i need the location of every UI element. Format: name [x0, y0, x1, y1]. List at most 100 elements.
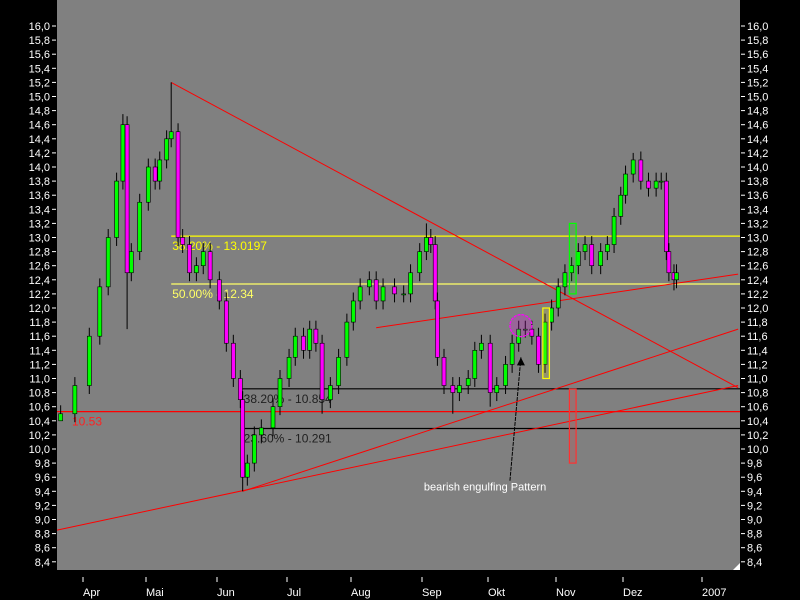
y-tick-label-right: 13,8: [747, 176, 768, 188]
candle-body: [638, 159, 644, 182]
resize-grip-icon[interactable]: [733, 563, 740, 570]
highlight-box: [568, 388, 577, 464]
candle-body: [357, 286, 363, 302]
y-tick-label-left: 10,0: [29, 444, 50, 456]
x-tick-label: Okt: [488, 587, 505, 599]
candle-body: [465, 378, 471, 386]
y-tick-label-left: 15,6: [29, 49, 50, 61]
candle-body: [549, 307, 554, 323]
trendline: [170, 81, 739, 389]
fib-line-label: 10.53: [72, 415, 102, 429]
y-tick-label-right: 11,2: [747, 359, 768, 371]
y-tick-label-left: 12,2: [29, 289, 50, 301]
x-tick-label: Mai: [146, 587, 164, 599]
candle-body: [664, 180, 669, 252]
candle-body: [180, 237, 185, 245]
candle-body: [124, 124, 130, 274]
y-tick-label-right: 9,2: [747, 500, 762, 512]
y-tick-label-right: 9,8: [747, 458, 762, 470]
y-tick-label-right: 15,4: [747, 63, 768, 75]
y-tick-label-left: 13,8: [29, 176, 50, 188]
candle-body: [58, 413, 63, 422]
y-tick-label-left: 15,2: [29, 77, 50, 89]
y-tick-label-right: 14,4: [747, 134, 768, 146]
candle-body: [301, 335, 306, 351]
candle-body: [194, 265, 199, 274]
y-tick-label-right: 12,4: [747, 275, 768, 287]
y-tick-label-left: 10,8: [29, 388, 50, 400]
candle-body: [137, 201, 142, 252]
y-tick-label-left: 14,6: [29, 120, 50, 132]
fib-line-label: 38.20% - 10.854: [244, 392, 332, 406]
candle-body: [373, 279, 379, 302]
trendline: [242, 328, 739, 492]
candle-body: [529, 328, 535, 337]
highlight-box: [568, 222, 577, 295]
annotation-text: bearish engulfing Pattern: [424, 482, 546, 494]
candle-body: [380, 286, 386, 302]
candle-body: [487, 342, 493, 393]
candle-body: [105, 237, 111, 288]
candle-body: [630, 159, 636, 175]
y-tick-label-right: 9,6: [747, 472, 762, 484]
y-tick-label-left: 13,4: [29, 204, 50, 216]
y-tick-label-left: 11,4: [29, 345, 50, 357]
fib-line-label: 23.60% - 10.291: [244, 431, 332, 445]
y-tick-label-left: 9,6: [35, 472, 50, 484]
y-tick-label-right: 11,6: [747, 331, 768, 343]
candle-body: [87, 335, 92, 386]
y-tick-label-left: 9,0: [35, 515, 50, 527]
y-tick-label-right: 15,0: [747, 92, 768, 104]
y-tick-label-right: 12,6: [747, 261, 768, 273]
fib-line-label: 50.00% - 12.34: [172, 287, 254, 301]
candle-body: [666, 251, 672, 274]
candle-body: [319, 342, 325, 400]
arrowhead-icon: [516, 357, 525, 366]
candle-body: [479, 342, 484, 351]
y-tick-label-left: 9,8: [35, 458, 50, 470]
candle-body: [611, 216, 617, 245]
y-tick-label-right: 8,6: [747, 543, 762, 555]
candle-body: [350, 300, 356, 323]
candle-body: [245, 462, 250, 478]
y-tick-label-left: 15,4: [29, 63, 50, 75]
candle-body: [450, 385, 456, 393]
y-tick-label-left: 13,0: [29, 233, 50, 245]
candle-body: [428, 237, 434, 245]
x-tick-label: Jun: [217, 587, 235, 599]
y-tick-label-right: 8,4: [747, 557, 762, 569]
candle-body: [392, 286, 397, 295]
x-tick-label: Apr: [83, 587, 100, 599]
highlight-box: [542, 307, 551, 380]
y-tick-label-right: 12,2: [747, 289, 768, 301]
candle-body: [114, 180, 119, 238]
y-tick-label-left: 16,0: [29, 21, 50, 33]
candle-body: [270, 406, 276, 429]
y-tick-label-right: 13,0: [747, 233, 768, 245]
fib-line-label: 38.20% - 13.0197: [172, 239, 267, 253]
candle-body: [536, 335, 541, 365]
candle-body: [240, 399, 245, 478]
candle-body: [238, 378, 243, 400]
y-tick-label-left: 9,4: [35, 486, 50, 498]
candle-body: [168, 131, 174, 140]
y-tick-label-right: 9,4: [747, 486, 762, 498]
y-tick-label-left: 11,6: [29, 331, 50, 343]
y-tick-label-right: 13,4: [747, 204, 768, 216]
candle-body: [231, 342, 236, 379]
candle-body: [674, 272, 679, 281]
candle-body: [277, 378, 283, 408]
y-tick-label-left: 8,4: [35, 557, 50, 569]
y-tick-label-left: 9,2: [35, 500, 50, 512]
candle-body: [72, 385, 78, 415]
y-tick-label-right: 13,6: [747, 190, 768, 202]
pattern-circle: [509, 314, 533, 338]
candle-body: [417, 251, 423, 274]
x-tick-label: Jul: [287, 587, 301, 599]
candle-body: [401, 293, 406, 296]
candle-body: [157, 159, 163, 182]
y-tick-label-right: 8,8: [747, 529, 762, 541]
candle-body: [605, 244, 610, 252]
candle-body: [522, 328, 528, 331]
